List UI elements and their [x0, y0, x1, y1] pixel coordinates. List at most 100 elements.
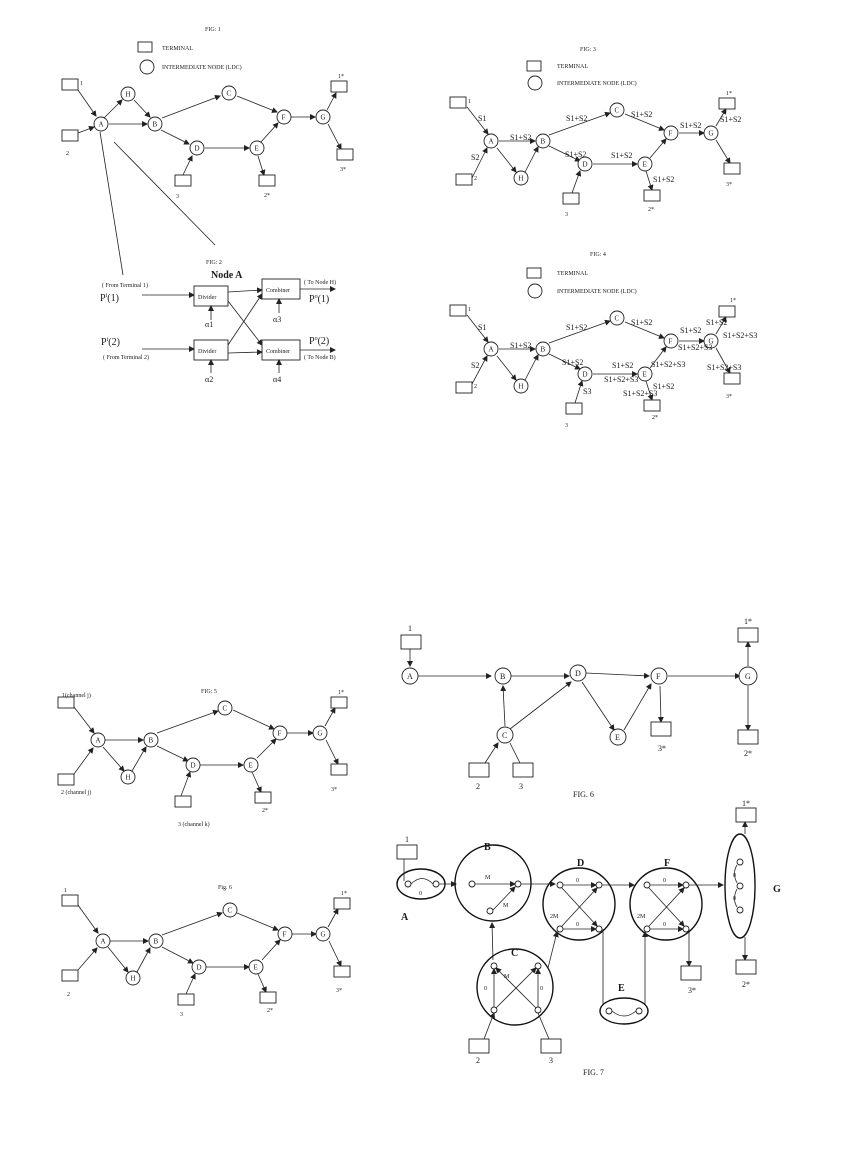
svg-text:3: 3	[549, 1056, 553, 1065]
svg-text:2: 2	[66, 151, 69, 157]
svg-text:S1+S2+S3: S1+S2+S3	[651, 360, 685, 369]
fig1-node-h	[120, 86, 136, 102]
svg-text:M: M	[504, 974, 510, 980]
fig1-node-a	[93, 116, 109, 132]
svg-text:3*: 3*	[688, 986, 696, 995]
svg-text:( To Node B): ( To Node B)	[304, 354, 336, 361]
svg-text:S1+S2: S1+S2	[631, 110, 652, 119]
svg-text:2*: 2*	[262, 808, 268, 814]
svg-text:C: C	[223, 705, 228, 713]
svg-text:Pi(1): Pi(1)	[100, 293, 119, 304]
svg-text:0: 0	[540, 986, 543, 992]
svg-text:Po(2): Po(2)	[309, 336, 329, 347]
svg-text:0: 0	[484, 986, 487, 992]
svg-text:3: 3	[565, 212, 568, 218]
svg-text:Pi(2): Pi(2)	[101, 337, 120, 348]
svg-text:α4: α4	[273, 375, 281, 384]
fig1-terminal-2star	[258, 174, 276, 187]
fig1-terminal-3star	[336, 148, 354, 161]
svg-text:2*: 2*	[742, 980, 750, 989]
svg-text:1: 1	[405, 835, 409, 844]
svg-text:Divider: Divider	[198, 349, 216, 355]
svg-text:M: M	[485, 875, 491, 881]
svg-text:TERMINAL: TERMINAL	[557, 271, 588, 277]
svg-text:1*: 1*	[744, 617, 752, 626]
svg-text:A: A	[489, 346, 494, 354]
svg-text:A: A	[101, 938, 106, 946]
svg-text:3: 3	[519, 782, 523, 791]
svg-text:S1+S2+S3: S1+S2+S3	[623, 389, 657, 398]
svg-text:S1+S2: S1+S2	[653, 382, 674, 391]
svg-text:3: 3	[180, 1012, 183, 1018]
legend-node-label: INTERMEDIATE NODE (LDC)	[162, 64, 242, 71]
svg-text:D: D	[197, 964, 202, 972]
svg-text:3: 3	[565, 423, 568, 429]
svg-text:2: 2	[474, 384, 477, 390]
svg-text:1: 1	[468, 99, 471, 105]
svg-text:C: C	[228, 907, 233, 915]
svg-text:S1+S2: S1+S2	[653, 175, 674, 184]
fig2-heading: Node A	[211, 270, 243, 281]
fig1-terminal-3	[174, 174, 192, 187]
svg-text:H: H	[126, 774, 131, 782]
svg-text:Combiner: Combiner	[266, 288, 290, 294]
svg-text:3*: 3*	[331, 787, 337, 793]
svg-text:FIG. 7: FIG. 7	[583, 1068, 604, 1077]
svg-text:A: A	[99, 121, 104, 129]
fig1-terminal-1star	[330, 80, 348, 93]
svg-text:A: A	[407, 672, 413, 681]
fig6b: FIG. 6 1 A B C D E F G 3* 2 3 1* 2*	[400, 617, 759, 799]
legend-node-circle	[139, 59, 155, 75]
svg-text:S1+S2: S1+S2	[611, 151, 632, 160]
svg-text:1: 1	[80, 81, 83, 87]
svg-text:H: H	[519, 383, 524, 391]
svg-text:1: 1	[64, 888, 67, 894]
fig1-node-b	[147, 116, 163, 132]
svg-text:D: D	[575, 669, 581, 678]
svg-text:F: F	[656, 672, 661, 681]
svg-text:S3: S3	[583, 387, 591, 396]
svg-text:S1+S2: S1+S2	[510, 341, 531, 350]
svg-text:E: E	[643, 161, 647, 169]
fig5: FIG: 5 1(channel j) 2 (channel j) 3 (cha…	[57, 689, 348, 828]
fig1-node-f	[276, 109, 292, 125]
svg-text:F: F	[283, 931, 287, 939]
svg-text:S1+S2: S1+S2	[565, 150, 586, 159]
fig1: FIG: 1 TERMINAL INTERMEDIATE NODE (LDC) …	[61, 27, 354, 276]
svg-text:B: B	[149, 737, 154, 745]
svg-text:S1+S2: S1+S2	[566, 323, 587, 332]
svg-text:3*: 3*	[658, 744, 666, 753]
svg-text:S1: S1	[478, 323, 486, 332]
svg-text:S1+S2: S1+S2	[680, 326, 701, 335]
svg-text:B: B	[500, 672, 505, 681]
svg-text:S1+S2+S3: S1+S2+S3	[707, 363, 741, 372]
svg-text:0: 0	[733, 896, 736, 902]
fig1-node-g	[315, 109, 331, 125]
svg-text:INTERMEDIATE NODE (LDC): INTERMEDIATE NODE (LDC)	[557, 288, 637, 295]
svg-text:2 (channel j): 2 (channel j)	[61, 789, 91, 796]
svg-text:B: B	[153, 121, 158, 129]
svg-text:M: M	[503, 903, 509, 909]
svg-text:2: 2	[476, 782, 480, 791]
svg-text:F: F	[278, 730, 282, 738]
svg-text:D: D	[577, 858, 584, 869]
svg-text:E: E	[618, 983, 625, 994]
fig1-node-c	[221, 85, 237, 101]
svg-text:FIG: 5: FIG: 5	[201, 689, 217, 695]
legend-terminal-box	[137, 41, 153, 53]
svg-text:G: G	[321, 931, 326, 939]
svg-text:S1+S2: S1+S2	[720, 115, 741, 124]
svg-text:INTERMEDIATE NODE (LDC): INTERMEDIATE NODE (LDC)	[557, 80, 637, 87]
svg-text:Combiner: Combiner	[266, 349, 290, 355]
svg-text:TERMINAL: TERMINAL	[557, 64, 588, 70]
svg-text:A: A	[489, 138, 494, 146]
svg-text:E: E	[615, 733, 620, 742]
svg-text:E: E	[255, 145, 259, 153]
svg-text:0: 0	[733, 873, 736, 879]
svg-text:S2: S2	[471, 153, 479, 162]
svg-text:0: 0	[419, 891, 422, 897]
svg-text:G: G	[709, 338, 714, 346]
svg-text:2*: 2*	[267, 1008, 273, 1014]
svg-text:0: 0	[663, 922, 666, 928]
